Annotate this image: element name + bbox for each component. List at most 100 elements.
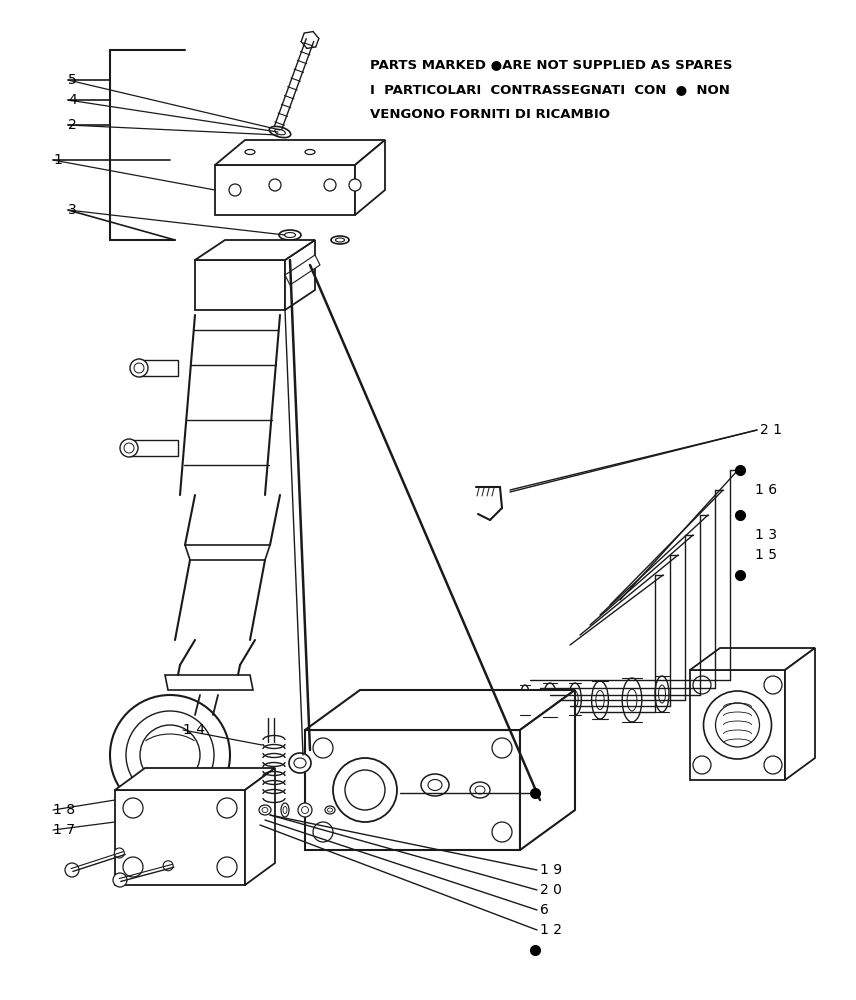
Text: 2: 2 [68,118,77,132]
Text: 2 1: 2 1 [760,423,782,437]
Ellipse shape [301,806,308,814]
Circle shape [704,691,771,759]
Circle shape [217,798,237,818]
Circle shape [123,798,143,818]
Circle shape [140,725,200,785]
Circle shape [130,359,148,377]
Ellipse shape [622,678,642,722]
Ellipse shape [262,808,268,812]
Ellipse shape [543,683,557,717]
Text: PARTS MARKED ●ARE NOT SUPPLIED AS SPARES: PARTS MARKED ●ARE NOT SUPPLIED AS SPARES [370,58,733,72]
Ellipse shape [245,149,255,154]
Circle shape [693,756,711,774]
Text: 1 9: 1 9 [540,863,562,877]
Polygon shape [115,768,275,790]
Text: 1 2: 1 2 [540,923,562,937]
Text: 2 0: 2 0 [540,883,562,897]
Ellipse shape [305,149,315,154]
Circle shape [124,443,134,453]
Polygon shape [130,440,178,456]
Circle shape [313,822,333,842]
Circle shape [113,873,127,887]
Ellipse shape [655,676,669,712]
Circle shape [115,848,124,858]
Circle shape [492,738,512,758]
Ellipse shape [475,786,485,794]
Text: 1 5: 1 5 [755,548,777,562]
Polygon shape [520,690,575,850]
Ellipse shape [281,803,289,817]
Polygon shape [140,360,178,376]
Text: 1 8: 1 8 [53,803,75,817]
Polygon shape [165,675,253,690]
Text: 5: 5 [68,73,77,87]
Ellipse shape [279,230,301,240]
Polygon shape [195,240,315,260]
Circle shape [65,863,79,877]
Polygon shape [355,140,385,215]
Ellipse shape [336,238,344,242]
Text: 4: 4 [68,93,77,107]
Polygon shape [305,690,575,730]
Circle shape [349,179,361,191]
Polygon shape [305,730,520,850]
Circle shape [324,179,336,191]
Ellipse shape [283,806,287,814]
Text: I  PARTICOLARI  CONTRASSEGNATI  CON  ●  NON: I PARTICOLARI CONTRASSEGNATI CON ● NON [370,84,730,97]
Ellipse shape [259,805,271,815]
Circle shape [333,758,397,822]
Ellipse shape [328,808,332,812]
Polygon shape [785,648,815,780]
Polygon shape [245,768,275,885]
Ellipse shape [289,753,311,773]
Ellipse shape [270,126,291,138]
Circle shape [217,857,237,877]
Circle shape [345,770,385,810]
Polygon shape [185,545,270,560]
Text: VENGONO FORNITI DI RICAMBIO: VENGONO FORNITI DI RICAMBIO [370,108,610,121]
Text: 1 6: 1 6 [755,483,777,497]
Text: 3: 3 [68,203,77,217]
Ellipse shape [421,774,449,796]
Ellipse shape [294,758,306,768]
Circle shape [120,439,138,457]
Circle shape [110,695,230,815]
Ellipse shape [275,129,285,135]
Circle shape [492,822,512,842]
Polygon shape [285,240,315,310]
Ellipse shape [596,690,604,710]
Circle shape [229,184,241,196]
Ellipse shape [520,685,530,715]
Polygon shape [285,255,320,285]
Ellipse shape [568,683,581,715]
Text: 1 4: 1 4 [183,723,205,737]
Ellipse shape [331,236,349,244]
Ellipse shape [627,689,637,711]
Circle shape [163,861,173,871]
Polygon shape [690,670,785,780]
Ellipse shape [522,692,527,708]
Circle shape [123,857,143,877]
Text: 1 7: 1 7 [53,823,75,837]
Circle shape [269,179,281,191]
Ellipse shape [325,806,335,814]
Ellipse shape [572,691,578,707]
Polygon shape [115,790,245,885]
Circle shape [313,738,333,758]
Circle shape [693,676,711,694]
Circle shape [764,756,782,774]
Circle shape [716,703,759,747]
Ellipse shape [298,803,312,817]
Ellipse shape [546,692,554,708]
Ellipse shape [591,681,609,719]
Polygon shape [215,140,385,165]
Circle shape [126,711,214,799]
Ellipse shape [470,782,490,798]
Polygon shape [215,165,355,215]
Circle shape [134,363,144,373]
Text: 6: 6 [540,903,549,917]
Circle shape [764,676,782,694]
Ellipse shape [658,685,665,703]
Text: 1: 1 [53,153,62,167]
Text: 1 3: 1 3 [755,528,777,542]
